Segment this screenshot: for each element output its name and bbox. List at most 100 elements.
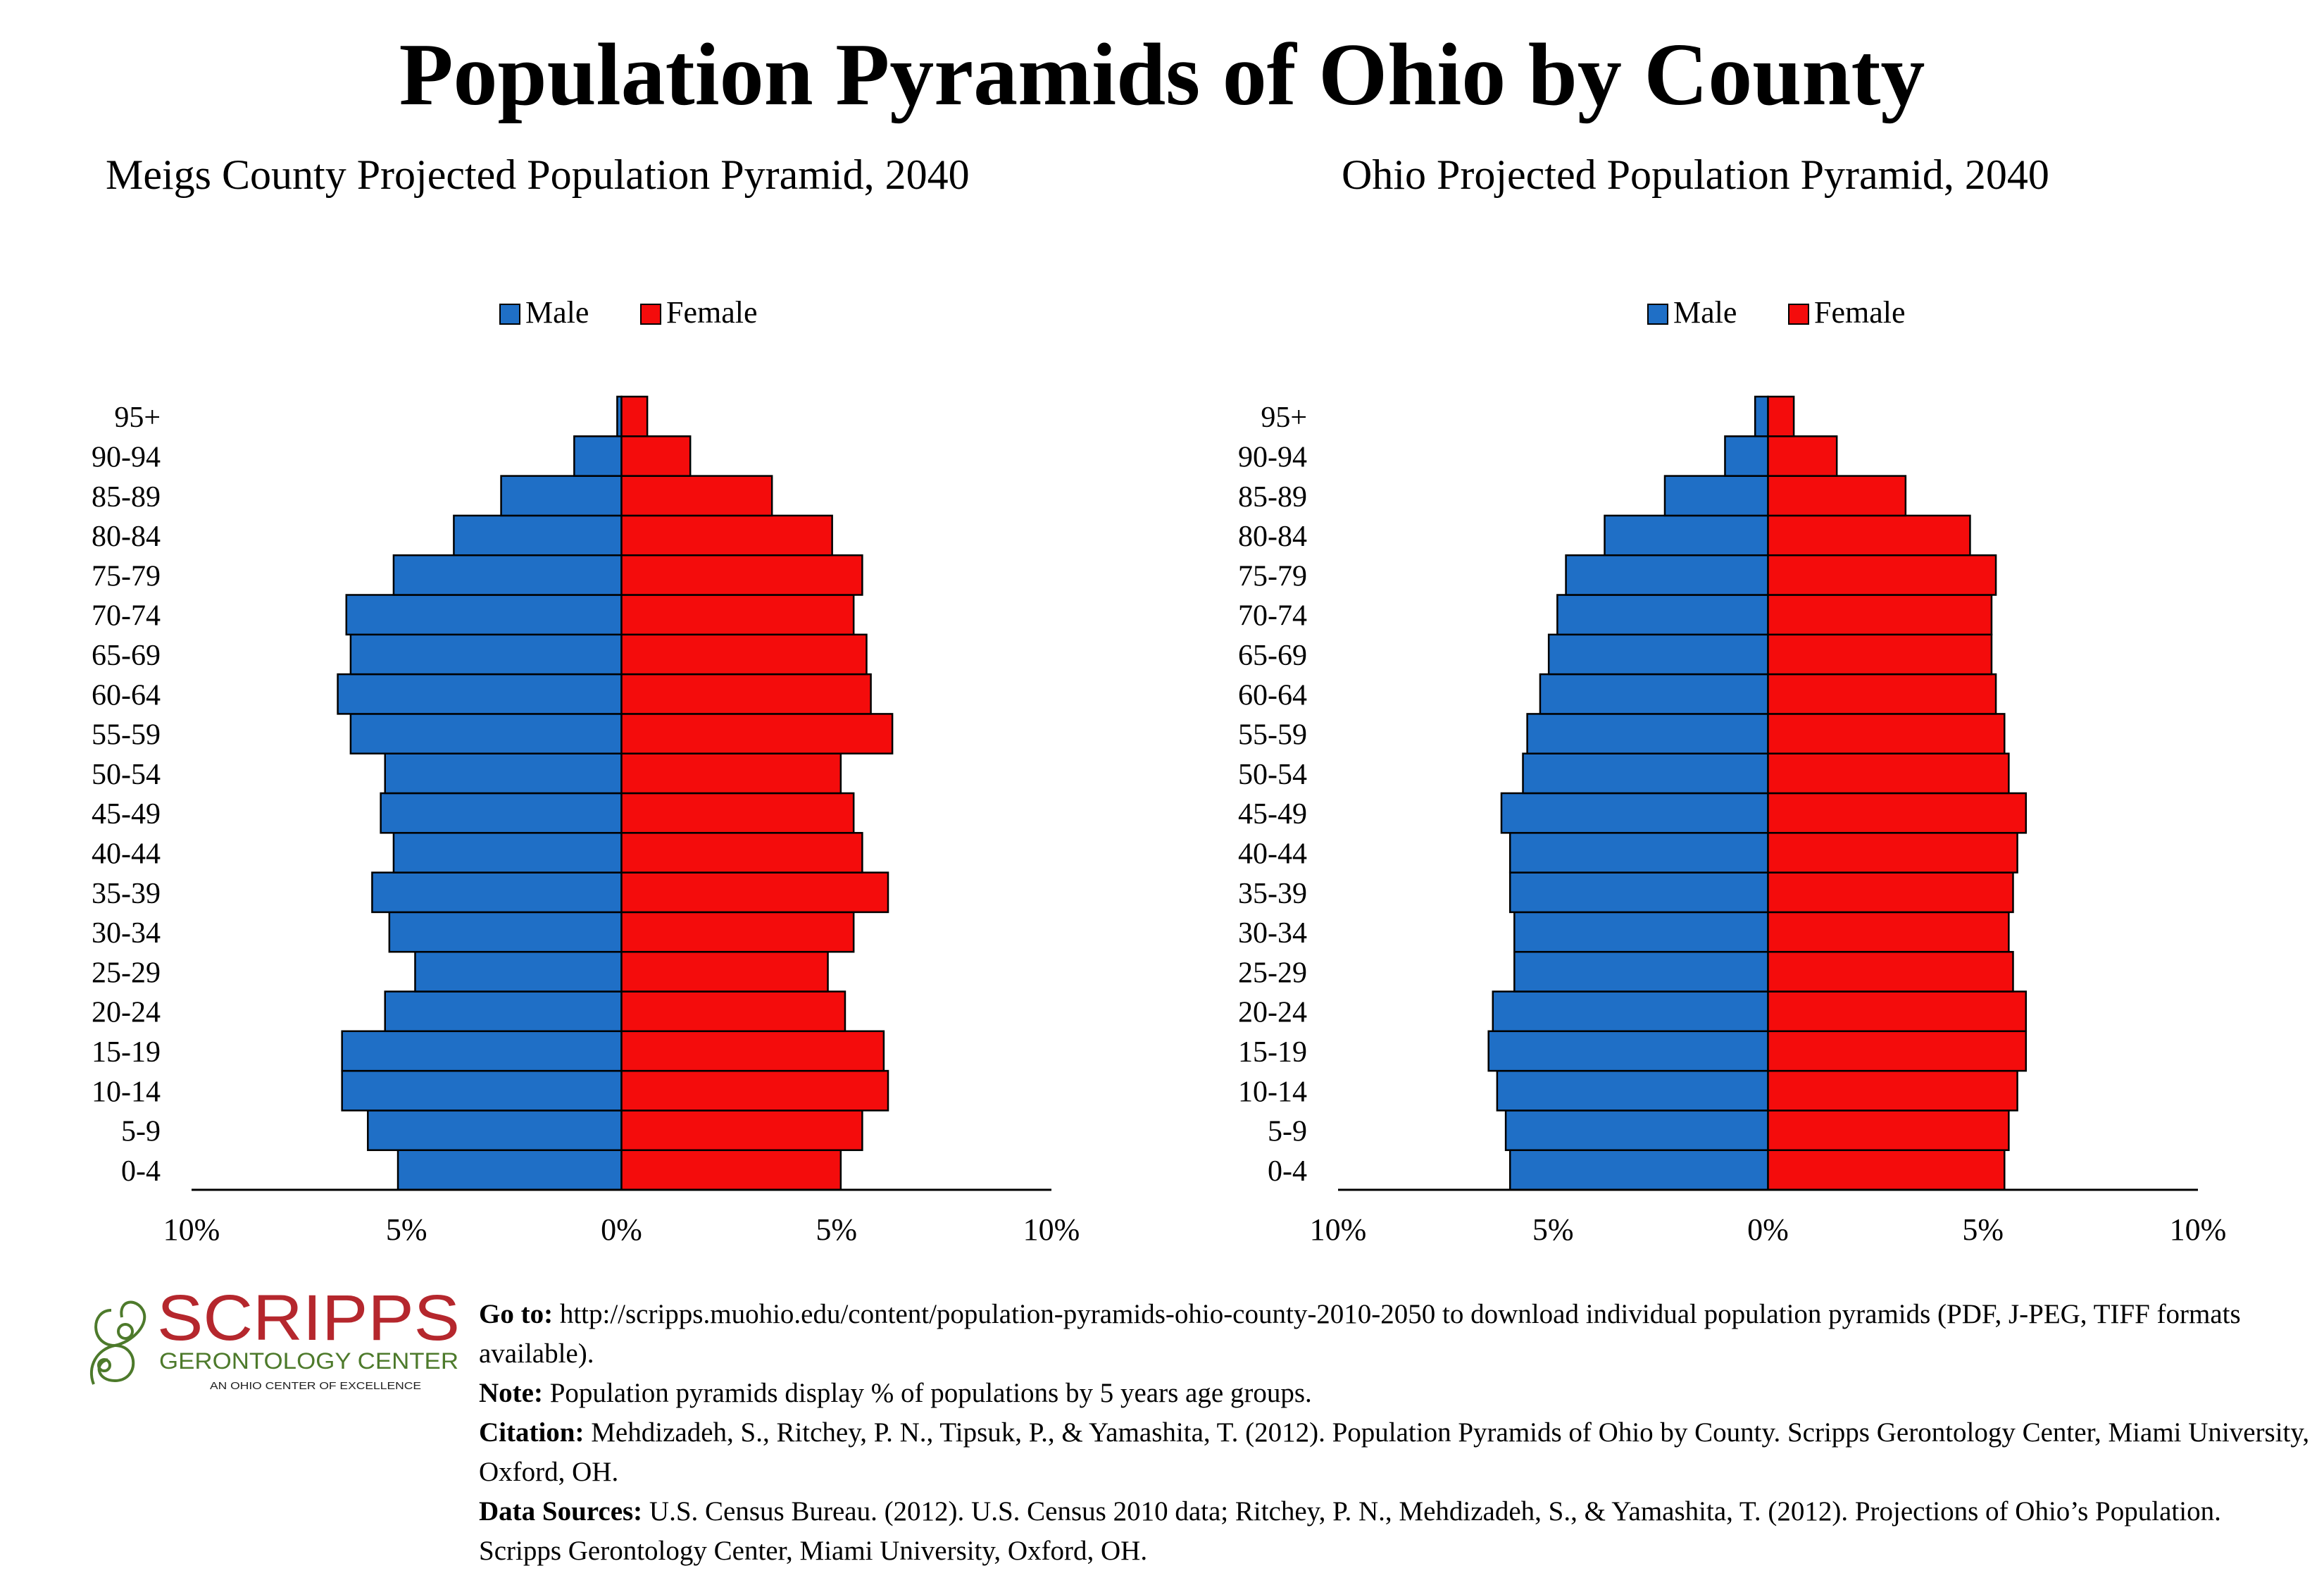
age-group-label: 80-84 (1238, 521, 1307, 553)
age-group-label: 15-19 (1238, 1036, 1307, 1069)
sources-label: Data Sources: (479, 1496, 643, 1527)
x-tick-label: 5% (1532, 1212, 1574, 1247)
age-group-label: 20-24 (92, 997, 161, 1029)
legend-label-female: Female (1814, 295, 1906, 330)
bar-female (1767, 792, 2028, 834)
bar-male (392, 554, 623, 596)
bar-female (620, 911, 855, 953)
bar-female (620, 594, 855, 636)
bar-male (1522, 752, 1769, 795)
footer-note: Note: Population pyramids display % of p… (479, 1374, 2310, 1413)
footer-citation: Citation: Mehdizadeh, S., Ritchey, P. N.… (479, 1413, 2310, 1492)
main-title: Population Pyramids of Ohio by County (399, 26, 1925, 124)
bar-female (1767, 950, 2014, 993)
age-group-label: 10-14 (1238, 1076, 1307, 1108)
bar-female (1767, 990, 2028, 1033)
bar-male (384, 752, 623, 795)
footer-sources: Data Sources: U.S. Census Bureau. (2012)… (479, 1492, 2310, 1571)
bar-male (1513, 950, 1769, 993)
bar-male (1500, 792, 1769, 834)
bar-male (384, 990, 623, 1033)
bar-female (620, 395, 649, 437)
bar-male (1565, 554, 1769, 596)
footer-notes: Go to: http://scripps.muohio.edu/content… (479, 1295, 2310, 1571)
bar-female (620, 871, 889, 914)
pyramid-chart-2: Ohio Projected Population Pyramid, 2040 M… (1238, 151, 2226, 1247)
bar-female (620, 633, 868, 676)
bar-male (341, 1069, 623, 1112)
chart-title: Meigs County Projected Population Pyrami… (106, 151, 970, 198)
pyramid-chart-1: Meigs County Projected Population Pyrami… (92, 151, 1080, 1247)
legend-label-male: Male (1673, 295, 1737, 330)
age-group-label: 25-29 (92, 957, 161, 989)
bar-male (1604, 514, 1769, 557)
bar-male (388, 911, 623, 953)
age-group-label: 20-24 (1238, 997, 1307, 1029)
bar-female (620, 792, 855, 834)
goto-text: http://scripps.muohio.edu/content/popula… (479, 1299, 2241, 1369)
bar-male (1547, 633, 1769, 676)
bar-male (337, 673, 623, 715)
bar-male (1526, 713, 1769, 754)
bar-female (620, 713, 894, 754)
age-group-label: 95+ (1261, 402, 1307, 434)
logo-tagline: AN OHIO CENTER OF EXCELLENCE (210, 1380, 421, 1392)
bar-male (1724, 435, 1769, 477)
bar-female (1767, 594, 1993, 636)
bar-male (1487, 1030, 1769, 1072)
bar-male (345, 594, 623, 636)
bar-male (573, 435, 623, 477)
bar-male (1504, 1110, 1769, 1151)
bar-female (1767, 514, 1971, 557)
bar-female (1767, 1030, 2028, 1072)
x-tick-label: 0% (601, 1212, 642, 1247)
age-group-label: 40-44 (92, 838, 161, 870)
x-tick-label: 5% (1962, 1212, 2004, 1247)
bar-female (620, 990, 846, 1033)
chart-legend: Male Female (499, 295, 758, 330)
bar-female (620, 950, 829, 993)
bar-female (1767, 633, 1993, 676)
bar-female (1767, 832, 2018, 874)
bar-female (1767, 1069, 2018, 1112)
x-tick-label: 5% (386, 1212, 427, 1247)
bar-female (1767, 713, 2006, 754)
bar-male (1539, 673, 1769, 715)
age-group-label: 50-54 (92, 759, 161, 791)
bar-female (1767, 435, 1838, 477)
bar-female (620, 752, 842, 795)
age-group-label: 5-9 (121, 1116, 161, 1148)
bar-female (1767, 475, 1907, 517)
bar-female (1767, 752, 2010, 795)
age-group-label: 80-84 (92, 521, 161, 553)
bar-female (620, 832, 863, 874)
bar-male (367, 1110, 623, 1151)
bar-female (620, 673, 872, 715)
logo-swirl-icon (89, 1300, 146, 1385)
bar-male (1508, 1149, 1769, 1191)
legend-label-female: Female (666, 295, 758, 330)
bar-female (620, 1030, 885, 1072)
legend-swatch-female (640, 304, 661, 325)
bar-male (1496, 1069, 1769, 1112)
charts-area: Meigs County Projected Population Pyrami… (92, 151, 2226, 1247)
bar-female (620, 475, 773, 517)
legend-label-male: Male (525, 295, 589, 330)
bar-female (620, 1149, 842, 1191)
bar-male (1556, 594, 1769, 636)
bar-female (620, 435, 692, 477)
age-group-label: 35-39 (92, 878, 161, 910)
chart-title: Ohio Projected Population Pyramid, 2040 (1342, 151, 2049, 198)
bar-male (380, 792, 623, 834)
legend-swatch-female (1788, 304, 1809, 325)
legend-swatch-male (499, 304, 520, 325)
age-group-label: 45-49 (1238, 798, 1307, 831)
age-group-label: 85-89 (92, 481, 161, 514)
bar-male (1492, 990, 1769, 1033)
age-group-label: 5-9 (1268, 1116, 1307, 1148)
age-group-label: 70-74 (92, 600, 161, 633)
age-group-label: 55-59 (92, 719, 161, 752)
citation-label: Citation: (479, 1417, 585, 1448)
bar-male (341, 1030, 623, 1072)
x-tick-label: 10% (2170, 1212, 2227, 1247)
